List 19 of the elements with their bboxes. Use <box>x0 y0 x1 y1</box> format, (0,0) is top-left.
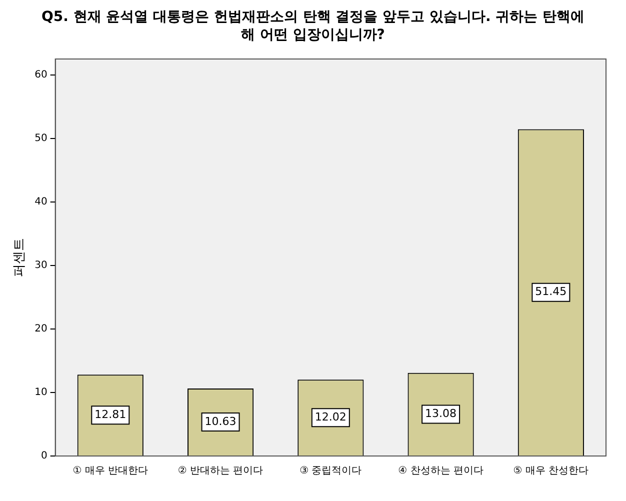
data-label: 12.02 <box>314 410 346 424</box>
x-tick-label: ② 반대하는 편이다 <box>178 466 264 477</box>
y-tick-label: 0 <box>40 450 48 462</box>
data-label: 13.08 <box>425 407 457 420</box>
y-tick-label: 50 <box>34 132 48 144</box>
y-tick-label: 20 <box>34 324 48 335</box>
x-tick-label: ⑤ 매우 찬성한다 <box>513 466 589 477</box>
y-axis-title: 퍼센트 <box>12 238 28 277</box>
y-tick-label: 40 <box>34 196 48 208</box>
data-label: 51.45 <box>535 285 567 298</box>
x-tick-label: ④ 찬성하는 편이다 <box>398 466 484 477</box>
y-tick-label: 30 <box>34 260 48 272</box>
chart-title: Q5. 현재 윤석열 대통령은 헌법재판소의 탄핵 결정을 앞두고 있습니다. 귀하는 탄핵에 해 어떤 입장이십니까? <box>40 8 586 44</box>
y-tick-label: 60 <box>34 69 48 80</box>
x-tick-label: ① 매우 반대한다 <box>72 466 148 477</box>
x-tick-label: ③ 중립적이다 <box>300 466 362 477</box>
y-tick-label: 10 <box>34 387 48 398</box>
data-label: 12.81 <box>94 408 126 421</box>
data-label: 10.63 <box>204 414 236 428</box>
